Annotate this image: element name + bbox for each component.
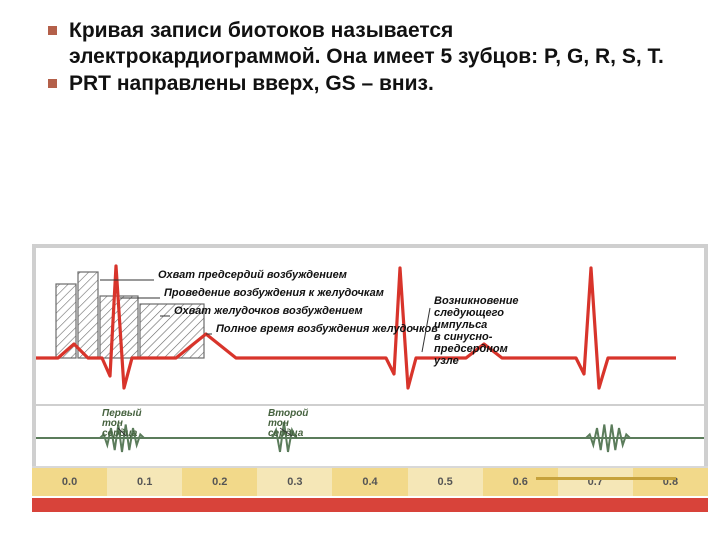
- time-tick: 0.6: [483, 468, 558, 496]
- svg-text:сердца: сердца: [268, 428, 304, 439]
- time-tick: 0.7: [558, 468, 633, 496]
- ecg-diagram: Охват предсердий возбуждением Проведение …: [32, 244, 708, 512]
- svg-text:следующего: следующего: [434, 307, 504, 319]
- square-bullet-icon: [48, 79, 57, 88]
- bullet-list: Кривая записи биотоков называется электр…: [0, 0, 720, 97]
- ecg-chart: Охват предсердий возбуждением Проведение …: [32, 244, 708, 404]
- bullet-item: PRT направлены вверх, GS – вниз.: [48, 71, 690, 97]
- phono-chart: ПервыйтонсердцаВторойтонсердца: [32, 404, 708, 466]
- svg-text:узле: узле: [433, 355, 459, 367]
- time-tick: 0.3: [257, 468, 332, 496]
- svg-text:Полное время возбуждения желуд: Полное время возбуждения желудочков: [216, 323, 438, 335]
- time-tick: 0.0: [32, 468, 107, 496]
- time-tick: 0.2: [182, 468, 257, 496]
- bullet-text: Кривая записи биотоков называется электр…: [69, 18, 690, 69]
- red-footer-band: [32, 496, 708, 512]
- time-axis: 0.00.10.20.30.40.50.60.70.8: [32, 466, 708, 496]
- svg-text:Охват желудочков возбуждением: Охват желудочков возбуждением: [174, 305, 363, 317]
- accent-underline: [536, 477, 676, 480]
- bullet-text: PRT направлены вверх, GS – вниз.: [69, 71, 434, 97]
- time-tick: 0.4: [332, 468, 407, 496]
- svg-text:Возникновение: Возникновение: [434, 295, 519, 307]
- time-tick: 0.8: [633, 468, 708, 496]
- time-tick: 0.1: [107, 468, 182, 496]
- svg-text:в синусно-: в синусно-: [434, 331, 493, 343]
- svg-text:Проведение возбуждения к желуд: Проведение возбуждения к желудочкам: [164, 287, 384, 299]
- svg-text:импульса: импульса: [434, 319, 487, 331]
- bullet-item: Кривая записи биотоков называется электр…: [48, 18, 690, 69]
- svg-text:предсердном: предсердном: [434, 343, 508, 355]
- time-tick: 0.5: [408, 468, 483, 496]
- square-bullet-icon: [48, 26, 57, 35]
- svg-text:Охват предсердий возбуждением: Охват предсердий возбуждением: [158, 269, 347, 281]
